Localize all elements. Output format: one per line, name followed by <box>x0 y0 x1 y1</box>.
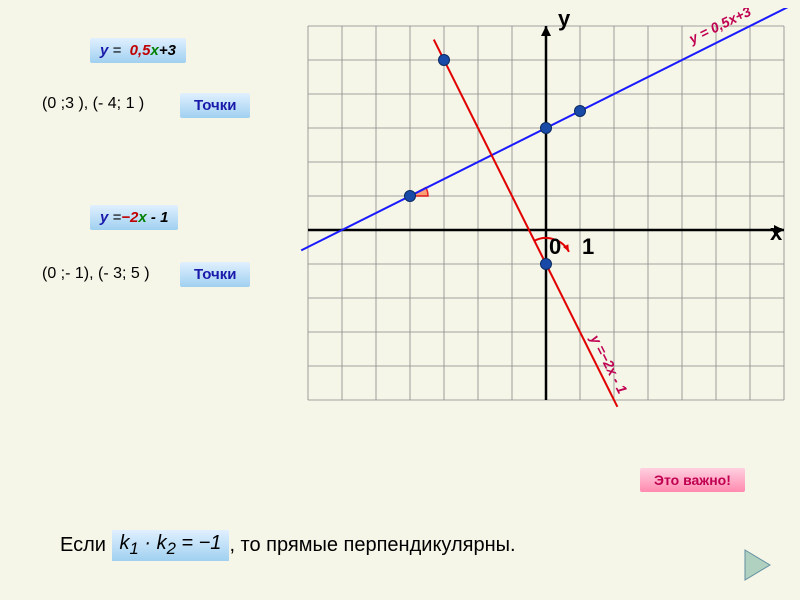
formula2-const: - 1 <box>147 209 169 226</box>
points2-text: (0 ;- 1), (- 3; 5 ) <box>42 265 150 283</box>
formula1-x: х <box>150 42 158 59</box>
bottom-prefix: Если <box>60 534 112 556</box>
points1-text: (0 ;3 ), (- 4; 1 ) <box>42 95 144 113</box>
points1-label: Точки <box>180 93 250 118</box>
bottom-suffix: , то прямые перпендикулярны. <box>229 534 515 556</box>
svg-text:1: 1 <box>582 234 594 259</box>
formula2-eq: = <box>108 209 121 226</box>
important-box: Это важно! <box>640 468 745 492</box>
formula-box-1: у = 0,5х+3 <box>90 38 186 63</box>
bottom-sentence: Если k1 · k2 = −1 , то прямые перпендику… <box>60 530 516 561</box>
bottom-formula-box: k1 · k2 = −1 <box>112 530 230 561</box>
svg-text:х: х <box>770 220 783 245</box>
formula1-coef: 0,5 <box>130 42 151 59</box>
coordinate-graph: у = 0,5х+3у =−2х - 1ху01 <box>290 8 790 448</box>
points2-label: Точки <box>180 262 250 287</box>
svg-text:0: 0 <box>549 234 561 259</box>
formula2-coef: −2 <box>121 209 138 226</box>
formula2-x: х <box>138 209 146 226</box>
formula1-eq: = <box>108 42 125 59</box>
svg-text:у: у <box>558 8 571 31</box>
next-arrow-icon[interactable] <box>740 545 780 585</box>
formula1-const: +3 <box>159 42 176 59</box>
formula-box-2: у =−2х - 1 <box>90 205 178 230</box>
svg-text:у =−2х - 1: у =−2х - 1 <box>587 331 631 396</box>
